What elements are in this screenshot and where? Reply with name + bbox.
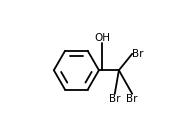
Text: Br: Br bbox=[126, 94, 138, 104]
Text: Br: Br bbox=[132, 49, 144, 59]
Text: OH: OH bbox=[94, 33, 111, 43]
Text: Br: Br bbox=[109, 94, 121, 104]
